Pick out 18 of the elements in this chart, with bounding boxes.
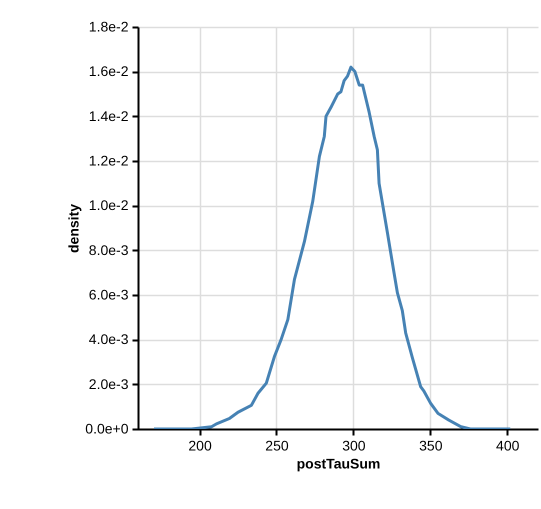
y-tick-label: 1.4e-2 bbox=[88, 108, 129, 124]
y-tick-label: 6.0e-3 bbox=[88, 286, 129, 302]
x-tick-label: 400 bbox=[496, 438, 520, 454]
y-tick-label: 4.0e-3 bbox=[88, 331, 129, 348]
x-tick-label: 350 bbox=[419, 438, 443, 454]
x-axis-title: postTauSum bbox=[296, 456, 380, 472]
y-tick-label: 0.0e+0 bbox=[85, 420, 129, 436]
line-series bbox=[152, 66, 512, 429]
x-tick-label: 200 bbox=[188, 438, 212, 454]
y-tick-label: 8.0e-3 bbox=[88, 242, 129, 258]
x-tick-label: 250 bbox=[265, 438, 289, 454]
y-tick-label: 2.0e-3 bbox=[88, 376, 129, 392]
y-tick-label: 1.2e-2 bbox=[88, 152, 129, 168]
y-tick-label: 1.0e-2 bbox=[88, 197, 129, 214]
y-tick-label: 1.8e-2 bbox=[88, 18, 129, 34]
x-tick-label: 300 bbox=[342, 438, 366, 454]
y-tick-label: 1.6e-2 bbox=[88, 63, 129, 80]
y-axis-title: density bbox=[65, 204, 82, 254]
